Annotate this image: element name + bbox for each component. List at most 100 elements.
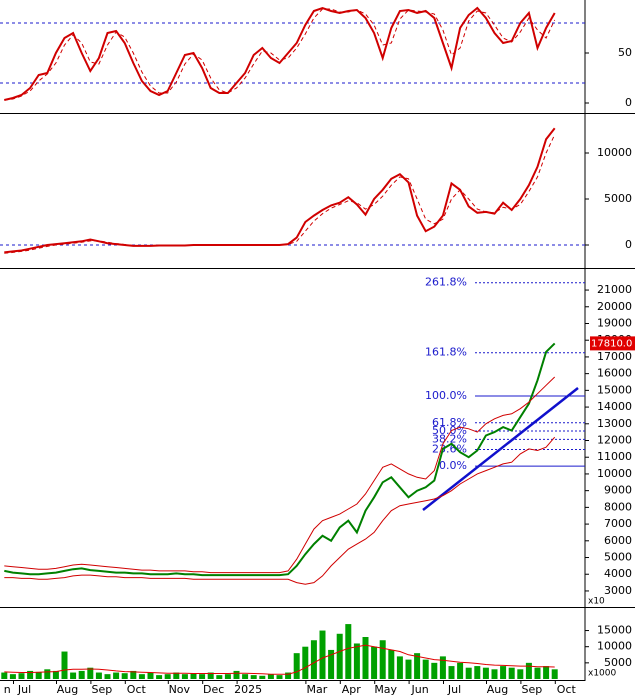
series-line	[4, 376, 556, 574]
y-tick-label: 14000	[597, 400, 632, 413]
fib-label: 0.0%	[439, 459, 467, 472]
volume-bar	[207, 672, 214, 679]
fib-label: 38.2%	[432, 432, 467, 445]
trend-line	[422, 387, 579, 511]
x-tick-label: Aug	[57, 683, 78, 696]
volume-bar	[181, 674, 188, 679]
volume-bar	[439, 656, 446, 679]
volume-bar	[104, 674, 111, 679]
x-tick-label: Oct	[127, 683, 147, 696]
volume-bar	[388, 649, 395, 679]
volume-bar	[164, 674, 171, 679]
volume-bar	[216, 675, 223, 679]
volume-bar	[267, 674, 274, 679]
volume-bar	[508, 667, 515, 679]
x-tick-label: n	[4, 683, 11, 696]
volume-bar	[465, 667, 472, 679]
volume-bar	[9, 674, 16, 679]
fib-label: 100.0%	[425, 389, 467, 402]
unit-label: x1000	[588, 669, 617, 679]
y-tick-label: 19000	[597, 316, 632, 329]
volume-bar	[362, 637, 369, 679]
volume-bar	[18, 673, 25, 679]
volume-bar	[431, 662, 438, 679]
y-tick-label: 5000	[604, 551, 632, 564]
x-tick-label: Jul	[17, 683, 31, 696]
x-tick-label: Sep	[522, 683, 543, 696]
price-marker	[590, 336, 635, 351]
volume-bar	[500, 666, 507, 679]
volume-bar	[233, 670, 240, 679]
volume-bar	[121, 673, 128, 679]
volume-bar	[173, 672, 180, 679]
series-line	[4, 644, 555, 675]
y-tick-label: 0	[625, 238, 632, 251]
volume-bar	[147, 672, 154, 679]
volume-bar	[422, 659, 429, 679]
fib-label: 61.8%	[432, 416, 467, 429]
volume-bar	[302, 646, 309, 679]
x-tick-label: Aug	[487, 683, 508, 696]
volume-bar	[61, 651, 68, 679]
x-tick-label: Mar	[307, 683, 328, 696]
series-line	[4, 342, 556, 577]
volume-bar	[474, 666, 481, 679]
series-line	[4, 134, 556, 254]
volume-bar	[242, 674, 249, 679]
y-tick-label: 0	[625, 96, 632, 109]
x-tick-label: 2025	[234, 683, 262, 696]
unit-label: x10	[588, 597, 605, 607]
volume-bar	[293, 653, 300, 679]
volume-bar	[52, 670, 59, 679]
volume-bar	[27, 670, 34, 679]
y-tick-label: 5000	[604, 192, 632, 205]
y-tick-label: 12000	[597, 434, 632, 447]
y-tick-label: 11000	[597, 450, 632, 463]
volume-bar	[534, 667, 541, 679]
x-tick-label: Oct	[557, 683, 577, 696]
volume-bar	[224, 674, 231, 679]
volume-bar	[138, 674, 145, 679]
volume-bar	[379, 640, 386, 679]
y-tick-label: 20000	[597, 300, 632, 313]
y-tick-label: 10000	[597, 467, 632, 480]
volume-bar	[371, 646, 378, 679]
volume-bar	[199, 674, 206, 679]
y-tick-label: 7000	[604, 517, 632, 530]
y-tick-label: 10000	[597, 640, 632, 653]
y-tick-label: 15000	[597, 624, 632, 637]
volume-bar	[414, 653, 421, 679]
volume-bar	[405, 659, 412, 679]
volume-bar	[87, 667, 94, 679]
volume-bar	[517, 669, 524, 679]
fib-label: 261.8%	[425, 276, 467, 289]
volume-bar	[113, 672, 120, 679]
volume-bar	[525, 662, 532, 679]
fib-label: 161.8%	[425, 346, 467, 359]
volume-bar	[276, 675, 283, 679]
volume-bar	[70, 672, 77, 679]
y-tick-label: 21000	[597, 283, 632, 296]
x-tick-label: Jun	[411, 683, 429, 696]
price-marker-label: 17810.0	[591, 338, 632, 349]
volume-bar	[543, 666, 550, 679]
volume-bar	[250, 675, 257, 679]
y-tick-label: 4000	[604, 567, 632, 580]
volume-bar	[95, 672, 102, 679]
y-tick-label: 16000	[597, 367, 632, 380]
y-tick-label: 3000	[604, 584, 632, 597]
volume-bar	[1, 672, 8, 679]
y-tick-label: 5000	[604, 656, 632, 669]
y-tick-label: 10000	[597, 146, 632, 159]
volume-bar	[310, 640, 317, 679]
volume-bar	[156, 675, 163, 679]
volume-bar	[457, 662, 464, 679]
x-tick-label: Sep	[92, 683, 113, 696]
volume-bar	[319, 630, 326, 679]
series-line	[4, 436, 556, 585]
volume-bar	[482, 667, 489, 679]
x-tick-label: Jul	[447, 683, 461, 696]
fib-label: 23.6%	[432, 443, 467, 456]
x-tick-label: Nov	[169, 683, 191, 696]
